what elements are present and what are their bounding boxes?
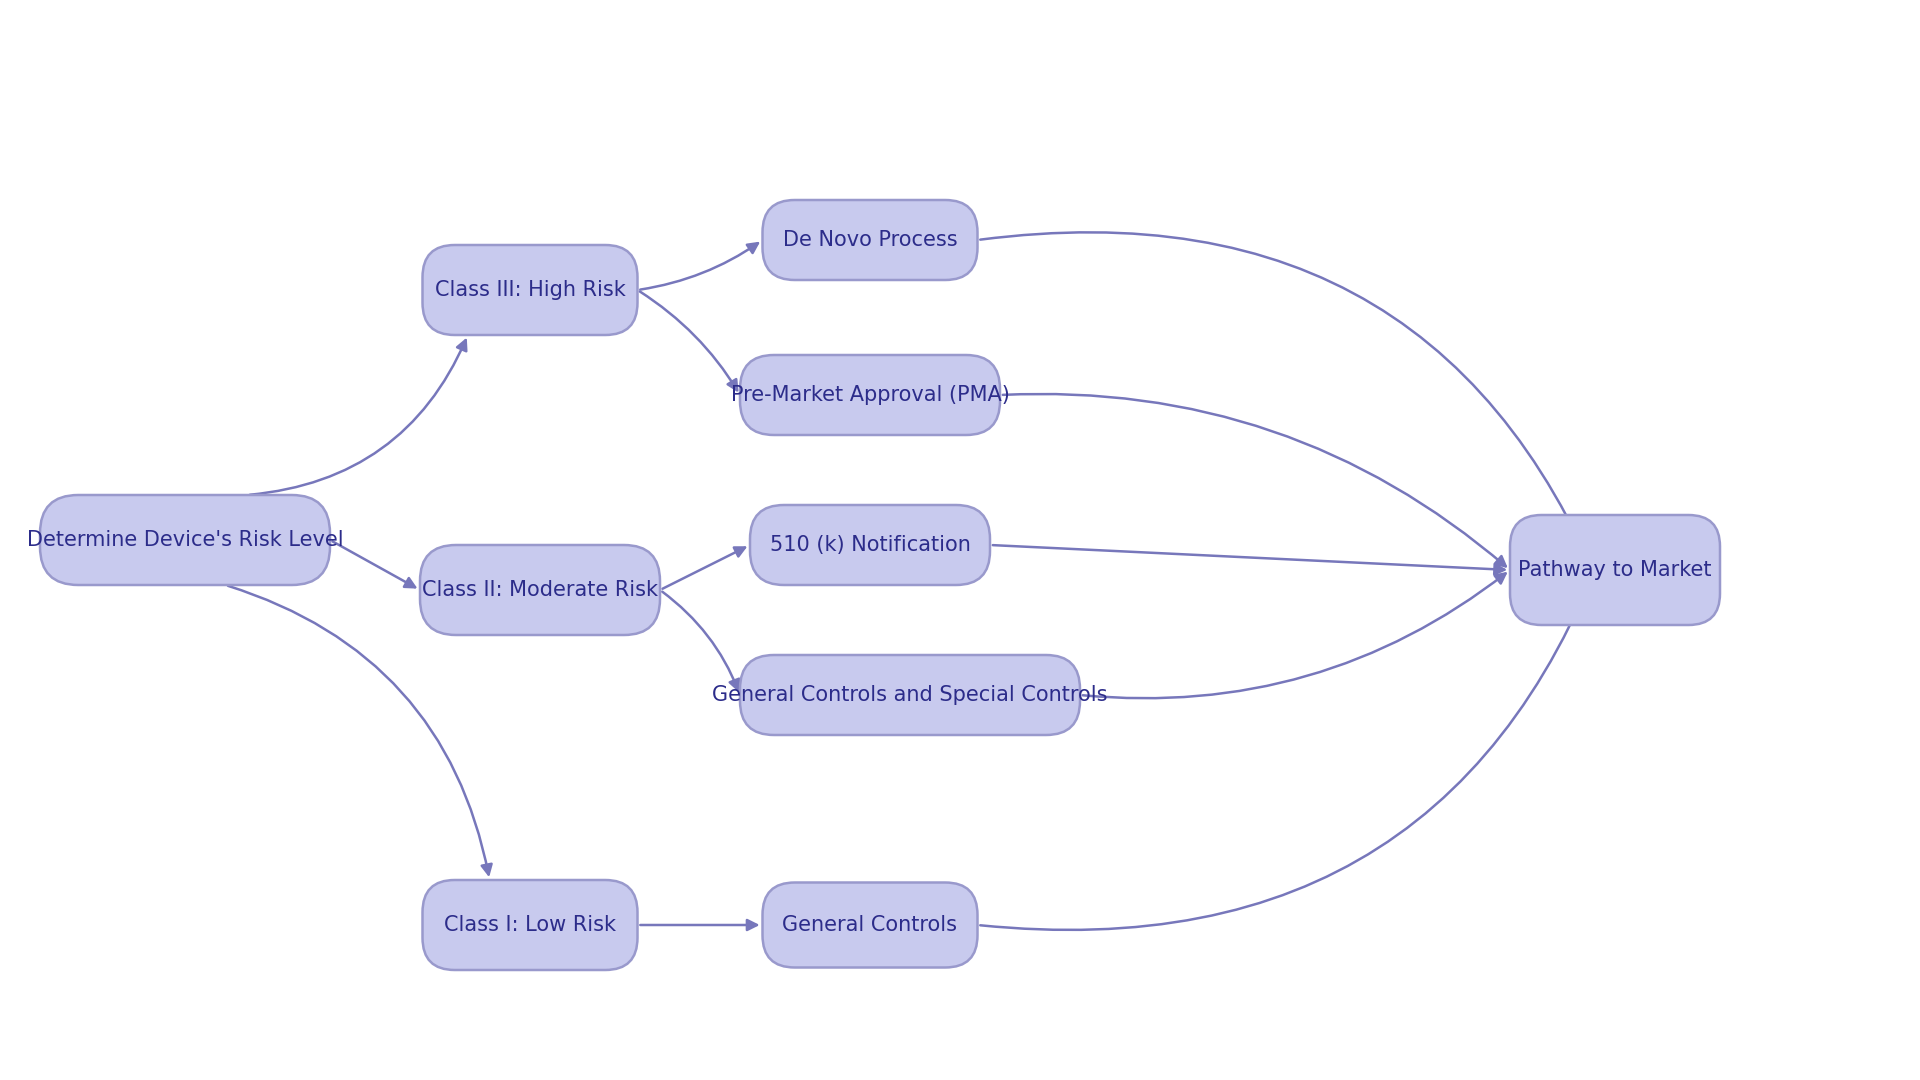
FancyArrowPatch shape — [1083, 573, 1505, 699]
FancyArrowPatch shape — [228, 585, 492, 875]
FancyArrowPatch shape — [993, 545, 1505, 575]
FancyArrowPatch shape — [981, 232, 1615, 620]
FancyArrowPatch shape — [1002, 394, 1505, 566]
FancyArrowPatch shape — [662, 592, 739, 690]
Text: Class II: Moderate Risk: Class II: Moderate Risk — [422, 580, 659, 600]
FancyBboxPatch shape — [422, 245, 637, 335]
FancyBboxPatch shape — [422, 880, 637, 970]
FancyBboxPatch shape — [1509, 515, 1720, 625]
FancyArrowPatch shape — [639, 920, 756, 930]
FancyBboxPatch shape — [762, 882, 977, 968]
FancyArrowPatch shape — [332, 541, 415, 588]
Text: Pre-Market Approval (PMA): Pre-Market Approval (PMA) — [732, 384, 1010, 405]
FancyArrowPatch shape — [662, 548, 745, 589]
FancyArrowPatch shape — [639, 243, 758, 289]
FancyArrowPatch shape — [250, 340, 467, 495]
FancyBboxPatch shape — [739, 355, 1000, 435]
FancyBboxPatch shape — [751, 505, 991, 585]
Text: Class III: High Risk: Class III: High Risk — [434, 280, 626, 300]
FancyArrowPatch shape — [639, 292, 737, 390]
FancyArrowPatch shape — [981, 521, 1615, 930]
FancyBboxPatch shape — [420, 545, 660, 635]
FancyBboxPatch shape — [739, 654, 1079, 735]
Text: General Controls: General Controls — [783, 915, 958, 935]
Text: Determine Device's Risk Level: Determine Device's Risk Level — [27, 530, 344, 550]
Text: Class I: Low Risk: Class I: Low Risk — [444, 915, 616, 935]
Text: Pathway to Market: Pathway to Market — [1519, 561, 1713, 580]
Text: De Novo Process: De Novo Process — [783, 230, 958, 249]
FancyBboxPatch shape — [40, 495, 330, 585]
Text: 510 (k) Notification: 510 (k) Notification — [770, 535, 970, 555]
Text: General Controls and Special Controls: General Controls and Special Controls — [712, 685, 1108, 705]
FancyBboxPatch shape — [762, 200, 977, 280]
